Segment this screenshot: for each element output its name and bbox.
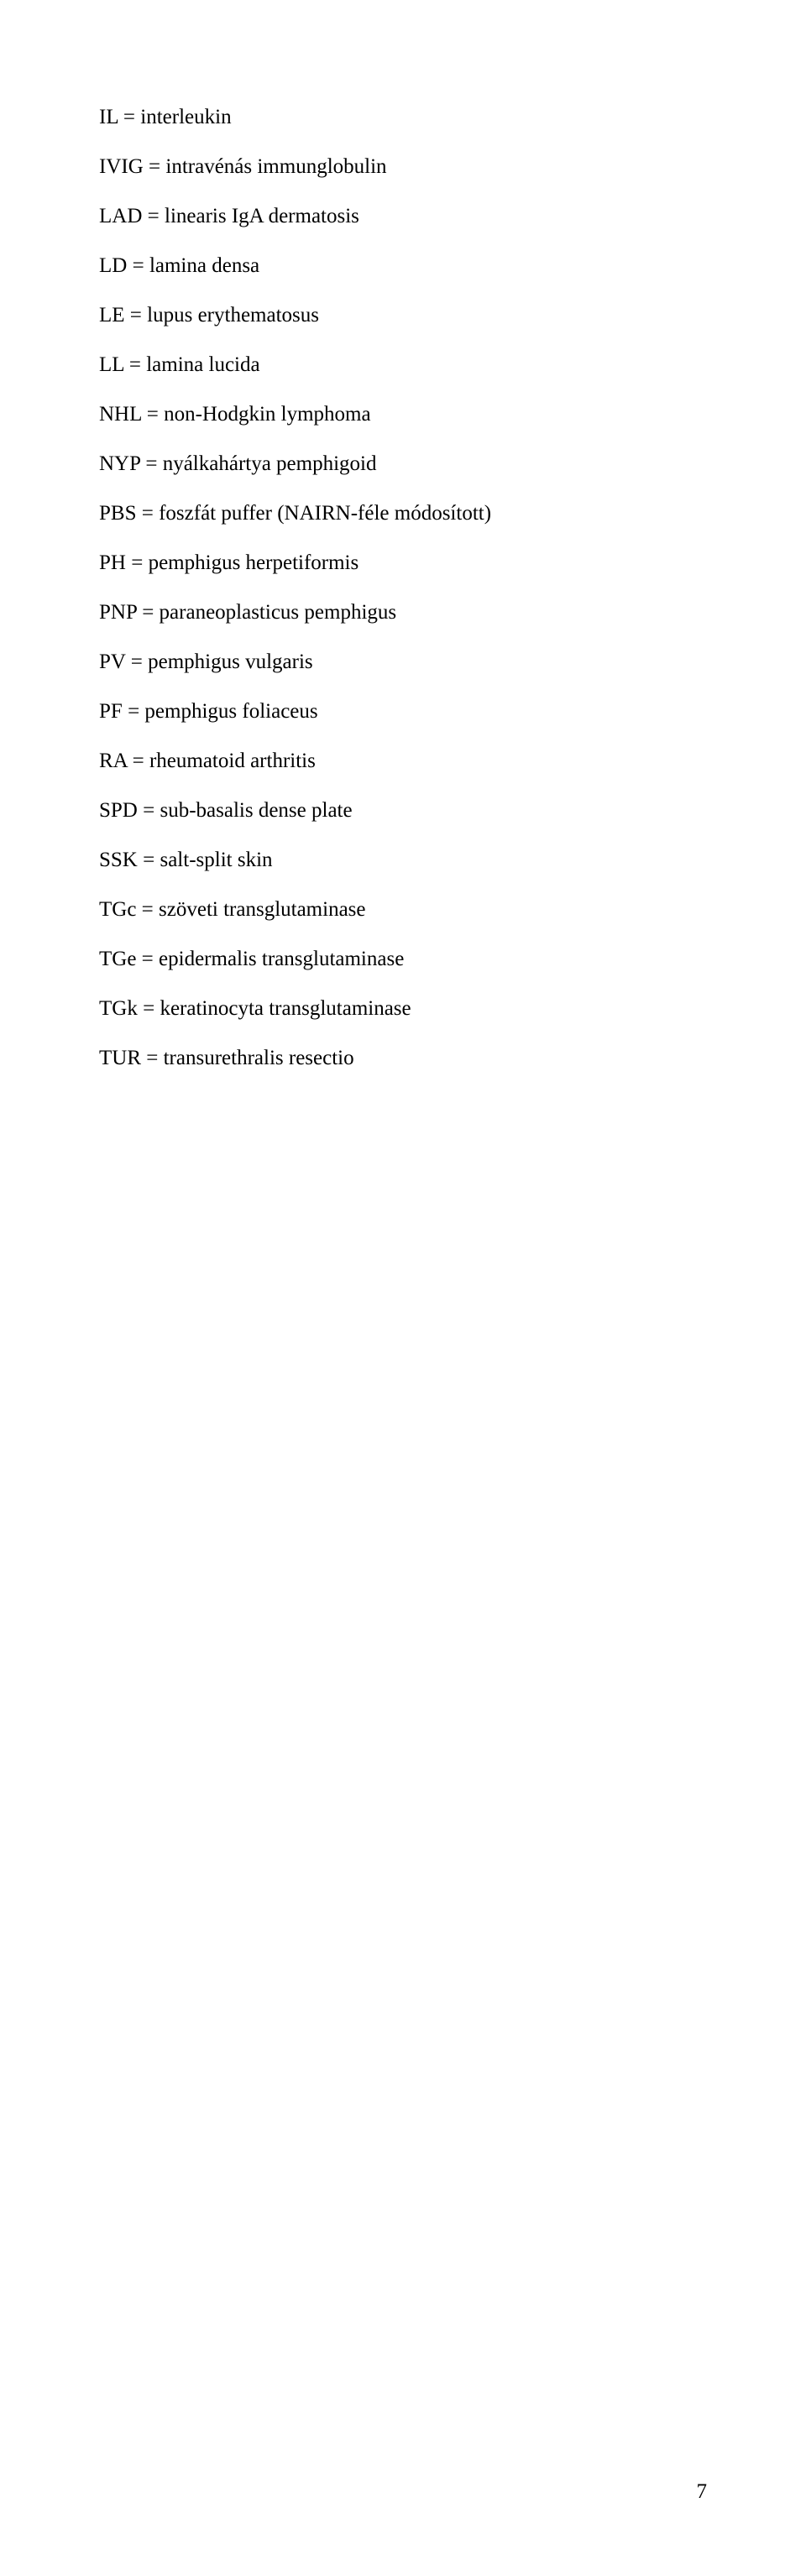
page-number: 7	[697, 2480, 708, 2504]
separator: =	[141, 1047, 164, 1069]
abbreviation-term: PNP	[99, 601, 137, 624]
separator: =	[136, 948, 159, 970]
abbreviation-row: TGe = epidermalis transglutaminase	[99, 934, 707, 984]
abbreviation-row: IVIG = intravénás immunglobulin	[99, 142, 707, 191]
abbreviation-term: PV	[99, 651, 126, 673]
abbreviation-term: LL	[99, 353, 124, 376]
abbreviation-term: IL	[99, 106, 118, 128]
separator: =	[118, 106, 141, 128]
abbreviation-term: TGe	[99, 948, 136, 970]
abbreviation-term: RA	[99, 750, 127, 772]
abbreviation-list: IL = interleukinIVIG = intravénás immung…	[99, 92, 707, 1083]
abbreviation-row: PH = pemphigus herpetiformis	[99, 538, 707, 588]
separator: =	[125, 304, 148, 327]
abbreviation-term: SPD	[99, 799, 138, 822]
abbreviation-definition: lamina densa	[149, 254, 259, 277]
abbreviation-definition: epidermalis transglutaminase	[159, 948, 404, 970]
abbreviation-term: TGc	[99, 898, 136, 921]
abbreviation-term: LAD	[99, 205, 142, 227]
abbreviation-definition: rheumatoid arthritis	[149, 750, 316, 772]
abbreviation-definition: szöveti transglutaminase	[159, 898, 365, 921]
abbreviation-definition: transurethralis resectio	[164, 1047, 354, 1069]
separator: =	[144, 155, 166, 178]
abbreviation-definition: salt-split skin	[160, 849, 272, 871]
abbreviation-row: PBS = foszfát puffer (NAIRN-féle módosít…	[99, 489, 707, 538]
abbreviation-row: TGc = szöveti transglutaminase	[99, 885, 707, 934]
separator: =	[123, 700, 145, 723]
abbreviation-term: PF	[99, 700, 123, 723]
separator: =	[136, 502, 159, 525]
separator: =	[138, 799, 160, 822]
abbreviation-row: PNP = paraneoplasticus pemphigus	[99, 588, 707, 637]
document-page: IL = interleukinIVIG = intravénás immung…	[0, 0, 806, 2576]
abbreviation-term: IVIG	[99, 155, 144, 178]
abbreviation-row: IL = interleukin	[99, 92, 707, 142]
abbreviation-term: NYP	[99, 452, 140, 475]
abbreviation-row: LL = lamina lucida	[99, 340, 707, 389]
abbreviation-definition: pemphigus herpetiformis	[149, 551, 359, 574]
separator: =	[142, 205, 165, 227]
abbreviation-term: TGk	[99, 997, 138, 1020]
abbreviation-definition: keratinocyta transglutaminase	[160, 997, 411, 1020]
abbreviation-term: TUR	[99, 1047, 141, 1069]
abbreviation-definition: lamina lucida	[146, 353, 259, 376]
separator: =	[137, 601, 160, 624]
abbreviation-definition: pemphigus foliaceus	[144, 700, 317, 723]
separator: =	[141, 403, 164, 426]
abbreviation-row: LD = lamina densa	[99, 241, 707, 290]
abbreviation-definition: pemphigus vulgaris	[148, 651, 313, 673]
abbreviation-definition: paraneoplasticus pemphigus	[160, 601, 397, 624]
abbreviation-definition: intravénás immunglobulin	[165, 155, 386, 178]
abbreviation-row: NHL = non-Hodgkin lymphoma	[99, 389, 707, 439]
abbreviation-row: SSK = salt-split skin	[99, 835, 707, 885]
separator: =	[126, 651, 149, 673]
abbreviation-row: RA = rheumatoid arthritis	[99, 736, 707, 786]
abbreviation-term: PH	[99, 551, 126, 574]
abbreviation-term: LE	[99, 304, 125, 327]
abbreviation-term: NHL	[99, 403, 141, 426]
separator: =	[127, 750, 149, 772]
abbreviation-row: PF = pemphigus foliaceus	[99, 687, 707, 736]
separator: =	[124, 353, 147, 376]
separator: =	[140, 452, 163, 475]
abbreviation-row: SPD = sub-basalis dense plate	[99, 786, 707, 835]
abbreviation-row: TGk = keratinocyta transglutaminase	[99, 984, 707, 1033]
abbreviation-term: PBS	[99, 502, 136, 525]
abbreviation-row: LE = lupus erythematosus	[99, 290, 707, 340]
abbreviation-row: PV = pemphigus vulgaris	[99, 637, 707, 687]
abbreviation-definition: sub-basalis dense plate	[160, 799, 352, 822]
abbreviation-term: LD	[99, 254, 127, 277]
abbreviation-definition: non-Hodgkin lymphoma	[164, 403, 371, 426]
separator: =	[136, 898, 159, 921]
separator: =	[126, 551, 149, 574]
separator: =	[138, 997, 160, 1020]
abbreviation-definition: foszfát puffer (NAIRN-féle módosított)	[159, 502, 491, 525]
separator: =	[127, 254, 149, 277]
abbreviation-row: TUR = transurethralis resectio	[99, 1033, 707, 1083]
abbreviation-row: NYP = nyálkahártya pemphigoid	[99, 439, 707, 489]
abbreviation-definition: linearis IgA dermatosis	[165, 205, 359, 227]
abbreviation-row: LAD = linearis IgA dermatosis	[99, 191, 707, 241]
separator: =	[138, 849, 160, 871]
abbreviation-definition: interleukin	[140, 106, 231, 128]
abbreviation-term: SSK	[99, 849, 138, 871]
abbreviation-definition: nyálkahártya pemphigoid	[163, 452, 377, 475]
abbreviation-definition: lupus erythematosus	[147, 304, 319, 327]
